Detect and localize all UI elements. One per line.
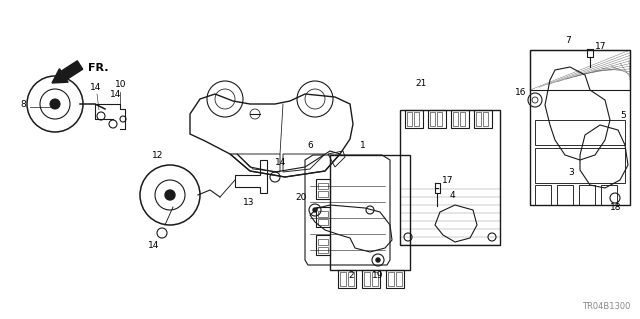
Text: 2: 2 (348, 271, 354, 280)
Text: 14: 14 (110, 90, 122, 99)
Text: 21: 21 (415, 79, 426, 88)
Text: 10: 10 (115, 80, 127, 89)
Circle shape (165, 190, 175, 200)
Text: 14: 14 (90, 83, 101, 92)
Text: 8: 8 (20, 100, 26, 109)
Text: 14: 14 (275, 158, 286, 167)
Text: 18: 18 (610, 203, 621, 212)
Text: 3: 3 (568, 168, 573, 177)
Text: 14: 14 (148, 241, 159, 250)
Text: 4: 4 (450, 191, 456, 200)
Text: 20: 20 (295, 193, 307, 202)
FancyArrow shape (52, 61, 83, 83)
Text: 5: 5 (620, 111, 626, 120)
Text: FR.: FR. (88, 63, 109, 73)
Circle shape (313, 208, 317, 212)
Text: TR04B1300: TR04B1300 (582, 302, 630, 311)
Text: 13: 13 (243, 198, 255, 207)
Text: 19: 19 (372, 271, 383, 280)
Text: 12: 12 (152, 151, 163, 160)
Text: 17: 17 (595, 42, 607, 51)
Text: 1: 1 (360, 141, 365, 150)
Circle shape (376, 258, 380, 262)
Text: 7: 7 (565, 36, 571, 45)
Text: 16: 16 (515, 88, 527, 97)
Text: 6: 6 (307, 141, 313, 150)
Circle shape (50, 99, 60, 109)
Text: 17: 17 (442, 176, 454, 185)
